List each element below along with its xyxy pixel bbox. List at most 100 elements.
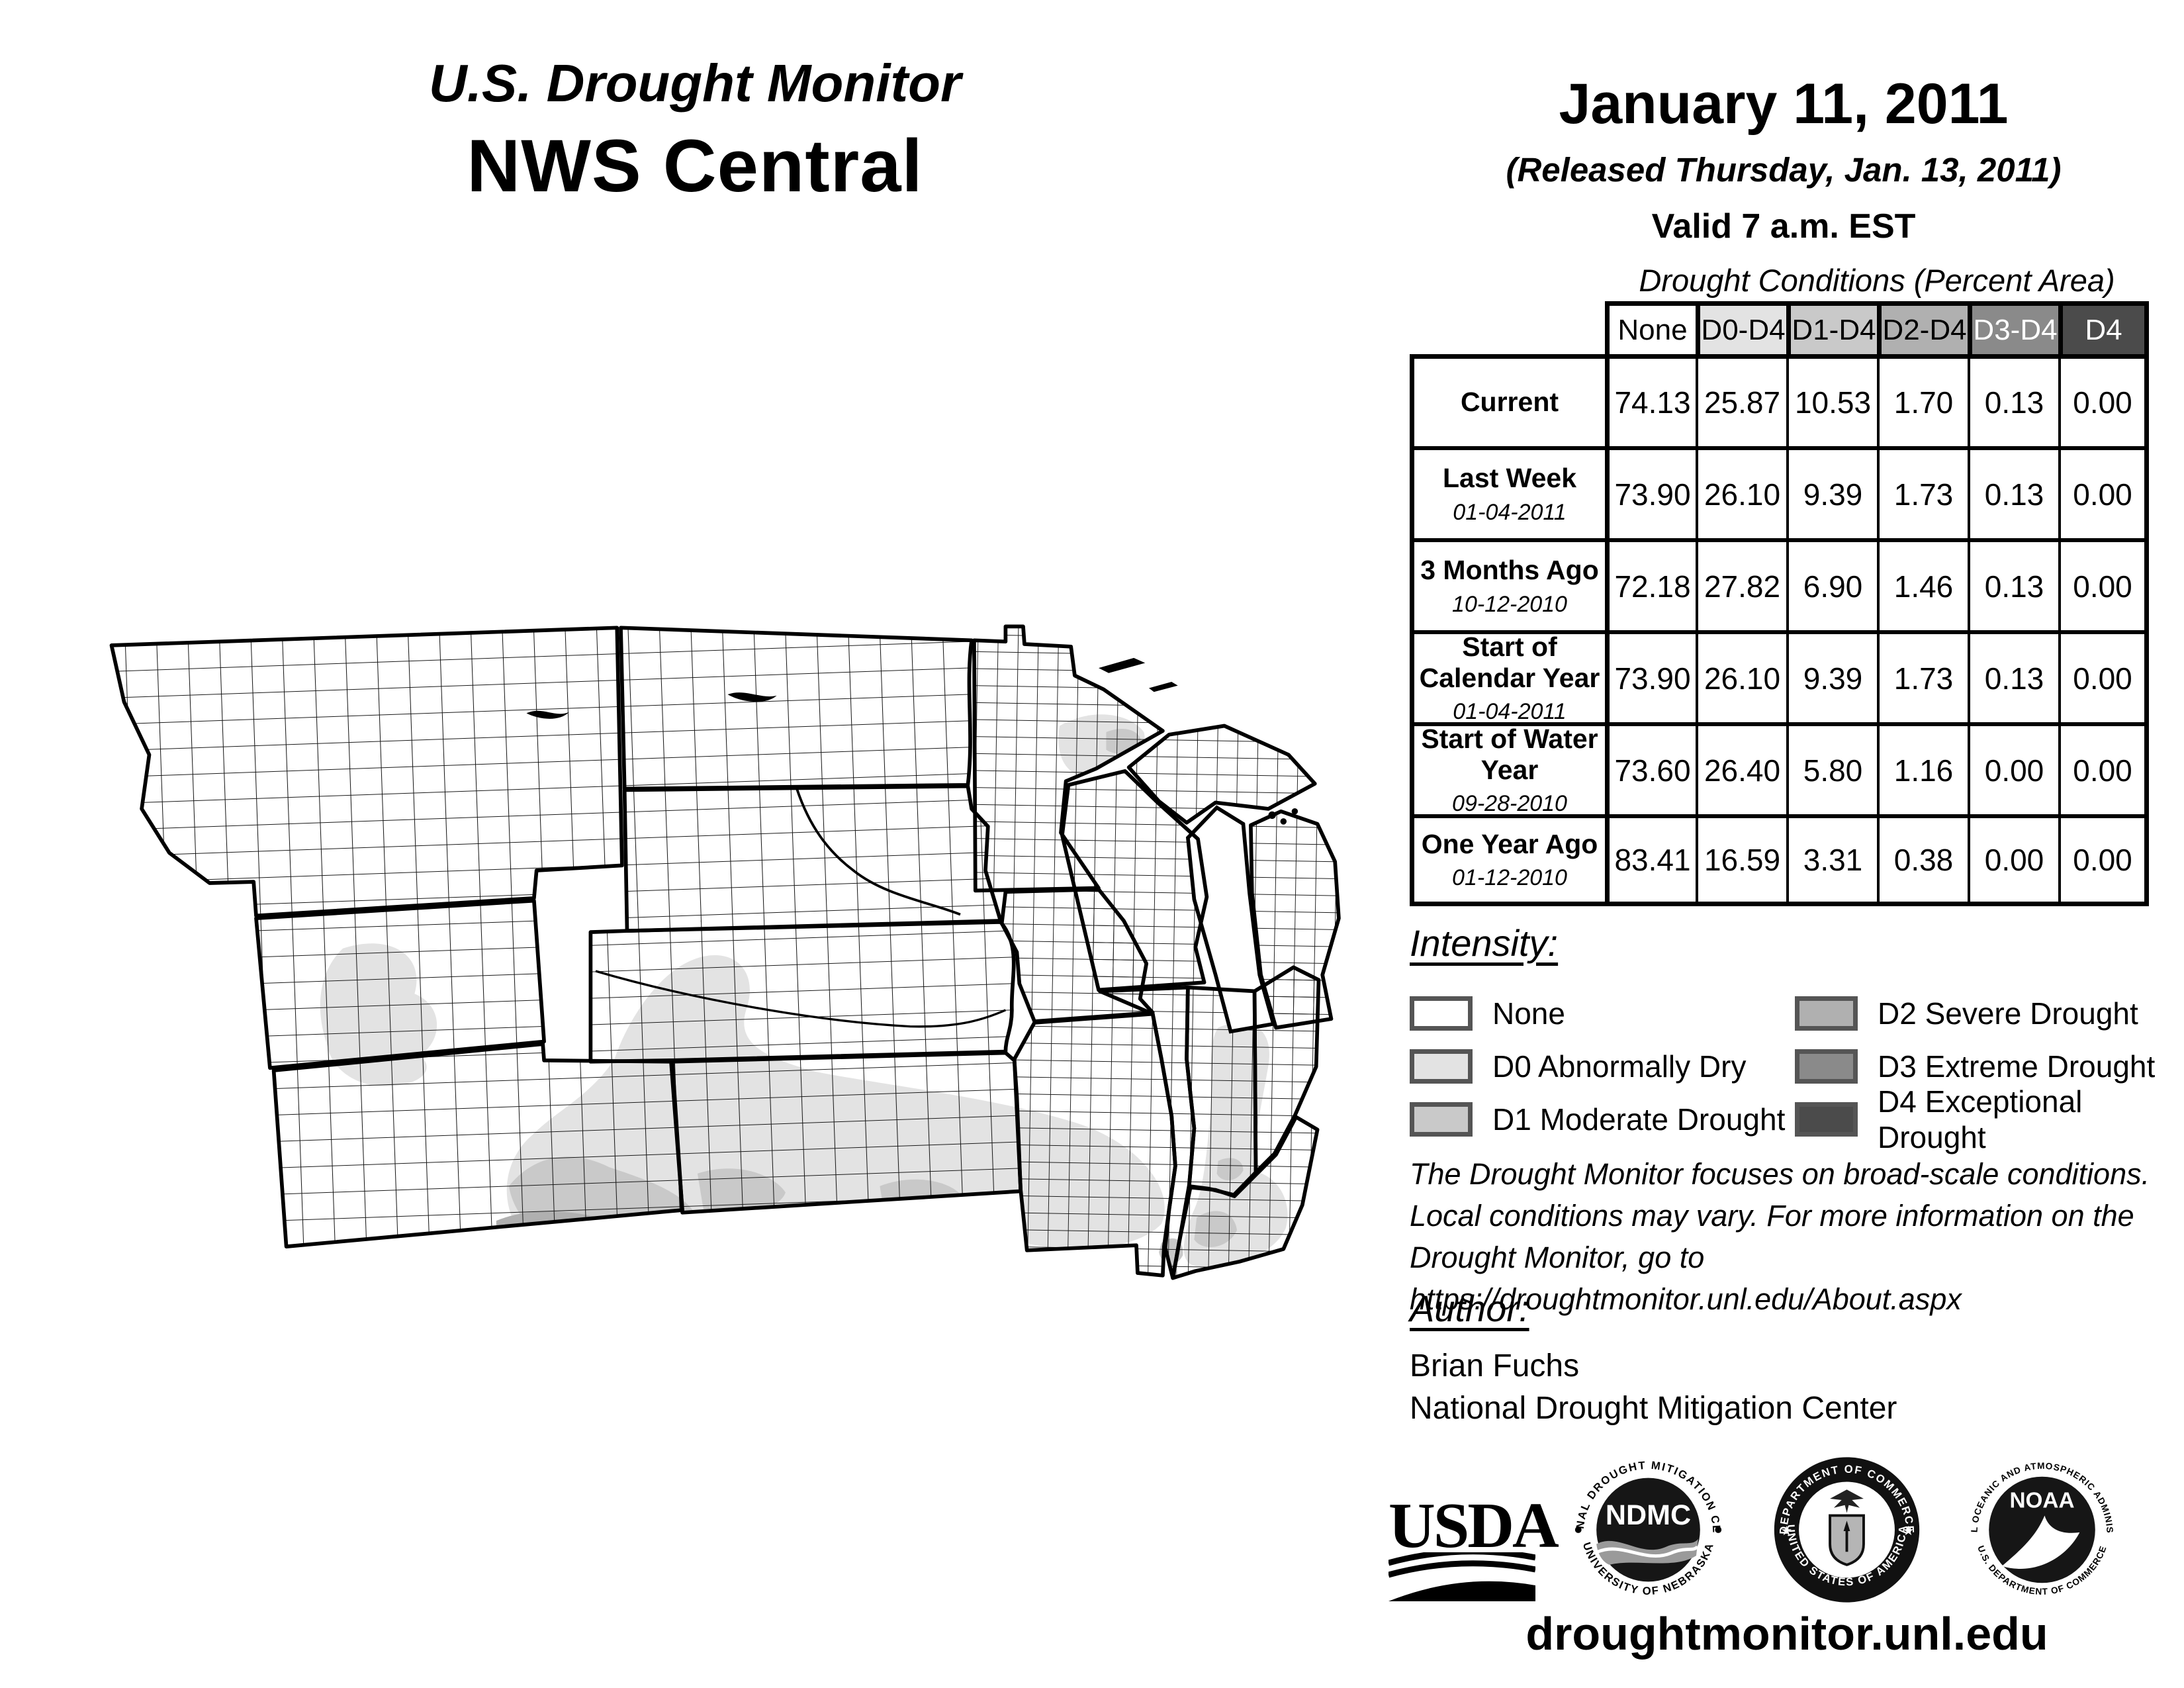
legend-label: D3 Extreme Drought xyxy=(1878,1049,2156,1084)
table-cell: 26.40 xyxy=(1696,722,1786,814)
table-cell: 16.59 xyxy=(1696,814,1786,906)
platte-river xyxy=(595,970,1007,1028)
usda-logo-text: USDA xyxy=(1388,1490,1559,1562)
row-label-text: Current xyxy=(1460,387,1559,418)
noaa-center-text: NOAA xyxy=(2010,1489,2075,1513)
legend-swatch-d0 xyxy=(1410,1049,1473,1084)
column-header-d2d4: D2-D4 xyxy=(1877,301,1968,354)
table-cell: 1.70 xyxy=(1877,354,1968,446)
table-cell: 25.87 xyxy=(1696,354,1786,446)
table-cell: 6.90 xyxy=(1786,538,1877,630)
column-header-d0d4: D0-D4 xyxy=(1696,301,1786,354)
table-cell: 0.00 xyxy=(1968,814,2058,906)
row-label-text: Last Week xyxy=(1442,463,1577,494)
row-label-text: Start of Calendar Year xyxy=(1419,631,1600,693)
water-features xyxy=(526,657,1298,1034)
table-cell: 73.90 xyxy=(1605,446,1696,538)
legend-item-d0: D0 Abnormally Dry xyxy=(1410,1040,1795,1093)
legend-item-d2: D2 Severe Drought xyxy=(1795,987,2177,1040)
table-cell: 9.39 xyxy=(1786,446,1877,538)
commerce-eagle-icon xyxy=(1830,1489,1864,1513)
row-label-date: 01-12-2010 xyxy=(1452,865,1567,891)
author-heading: Author: xyxy=(1410,1288,1529,1329)
table-cell: 0.00 xyxy=(1968,722,2058,814)
table-header-spacer xyxy=(1410,301,1605,354)
disclaimer-line: Drought Monitor, go to https://droughtmo… xyxy=(1410,1241,1962,1316)
legend-label: None xyxy=(1492,996,1565,1031)
table-cell: 3.31 xyxy=(1786,814,1877,906)
table-cell: 1.73 xyxy=(1877,446,1968,538)
author-name: Brian Fuchs xyxy=(1410,1348,1580,1383)
ndmc-logo: NATIONAL DROUGHT MITIGATION CENTER UNIVE… xyxy=(1574,1459,1722,1597)
table-cell: 27.82 xyxy=(1696,538,1786,630)
row-label-date: 01-04-2011 xyxy=(1453,499,1567,525)
legend-label: D4 Exceptional Drought xyxy=(1878,1084,2083,1154)
table-cell: 0.00 xyxy=(2058,722,2149,814)
legend-swatch-d1 xyxy=(1410,1102,1473,1137)
ndmc-center-text: NDMC xyxy=(1606,1499,1691,1531)
column-header-none: None xyxy=(1605,301,1696,354)
table-cell: 0.13 xyxy=(1968,538,2058,630)
lake-fort-peck xyxy=(526,710,570,719)
table-cell: 0.13 xyxy=(1968,630,2058,722)
table-cell: 0.00 xyxy=(2058,538,2149,630)
table-cell: 26.10 xyxy=(1696,446,1786,538)
table-cell: 72.18 xyxy=(1605,538,1696,630)
disclaimer: The Drought Monitor focuses on broad-sca… xyxy=(1410,1153,2184,1320)
column-header-d1d4: D1-D4 xyxy=(1786,301,1877,354)
table-cell: 10.53 xyxy=(1786,354,1877,446)
table-cell: 0.00 xyxy=(2058,446,2149,538)
drought-conditions-table: None D0-D4 D1-D4 D2-D4 D3-D4 D4 Current … xyxy=(1410,301,2149,906)
valid-time: Valid 7 a.m. EST xyxy=(1651,207,1916,246)
table-cell: 73.60 xyxy=(1605,722,1696,814)
row-label-date: 09-28-2010 xyxy=(1452,791,1567,817)
date-block: January 11, 2011 (Released Thursday, Jan… xyxy=(1423,71,2144,246)
county-grid-west xyxy=(111,628,1021,1247)
region-title: NWS Central xyxy=(467,124,923,207)
row-label-date: 10-12-2010 xyxy=(1452,591,1567,617)
row-label: Current xyxy=(1410,354,1605,446)
row-label: One Year Ago 01-12-2010 xyxy=(1410,814,1605,906)
table-cell: 0.00 xyxy=(2058,354,2149,446)
intensity-heading: Intensity: xyxy=(1410,922,1559,964)
legend-swatch-d2 xyxy=(1795,996,1858,1031)
legend-item-d1: D1 Moderate Drought xyxy=(1410,1093,1795,1146)
noaa-bird-icon xyxy=(2001,1515,2080,1569)
noaa-logo: NATIONAL OCEANIC AND ATMOSPHERIC ADMINIS… xyxy=(1970,1461,2115,1597)
table-cell: 83.41 xyxy=(1605,814,1696,906)
table-cell: 26.10 xyxy=(1696,630,1786,722)
row-label-text: One Year Ago xyxy=(1421,828,1598,859)
legend-swatch-none xyxy=(1410,996,1473,1031)
row-label-text: 3 Months Ago xyxy=(1420,555,1599,586)
released-date: (Released Thursday, Jan. 13, 2011) xyxy=(1506,151,2062,189)
logo-row: USDA NATIONAL DROUGHT MITIGATION CENTER … xyxy=(1383,1446,2151,1612)
table-cell: 0.00 xyxy=(2058,814,2149,906)
table-cell: 0.38 xyxy=(1877,814,1968,906)
usda-logo: USDA xyxy=(1387,1490,1559,1605)
michigan-island xyxy=(1280,818,1287,825)
usda-swoosh-icon xyxy=(1387,1548,1536,1601)
row-label: Last Week 01-04-2011 xyxy=(1410,446,1605,538)
legend-swatch-d4 xyxy=(1795,1102,1858,1137)
table-cell: 1.16 xyxy=(1877,722,1968,814)
row-label-text: Start of Water Year xyxy=(1421,723,1598,785)
legend-item-d3: D3 Extreme Drought xyxy=(1795,1040,2177,1093)
table-cell: 0.13 xyxy=(1968,446,2058,538)
table-cell: 74.13 xyxy=(1605,354,1696,446)
column-header-d4: D4 xyxy=(2058,301,2149,354)
table-cell: 5.80 xyxy=(1786,722,1877,814)
michigan-island xyxy=(1291,808,1298,815)
legend-label: D2 Severe Drought xyxy=(1878,996,2138,1031)
commerce-star-left: ★ xyxy=(1781,1524,1793,1538)
page-title: U.S. Drought Monitor xyxy=(428,54,962,113)
isle-royale xyxy=(1099,657,1146,673)
table-cell: 0.13 xyxy=(1968,354,2058,446)
legend-item-none: None xyxy=(1410,987,1795,1040)
author-block: Author: Brian Fuchs National Drought Mit… xyxy=(1410,1287,1897,1428)
title-block: U.S. Drought Monitor NWS Central xyxy=(232,53,1158,209)
disclaimer-line: Local conditions may vary. For more info… xyxy=(1410,1199,2134,1233)
table-cell: 1.46 xyxy=(1877,538,1968,630)
intensity-legend: Intensity: None D0 Abnormally Dry D1 Mod… xyxy=(1410,921,2177,1154)
table-cell: 9.39 xyxy=(1786,630,1877,722)
